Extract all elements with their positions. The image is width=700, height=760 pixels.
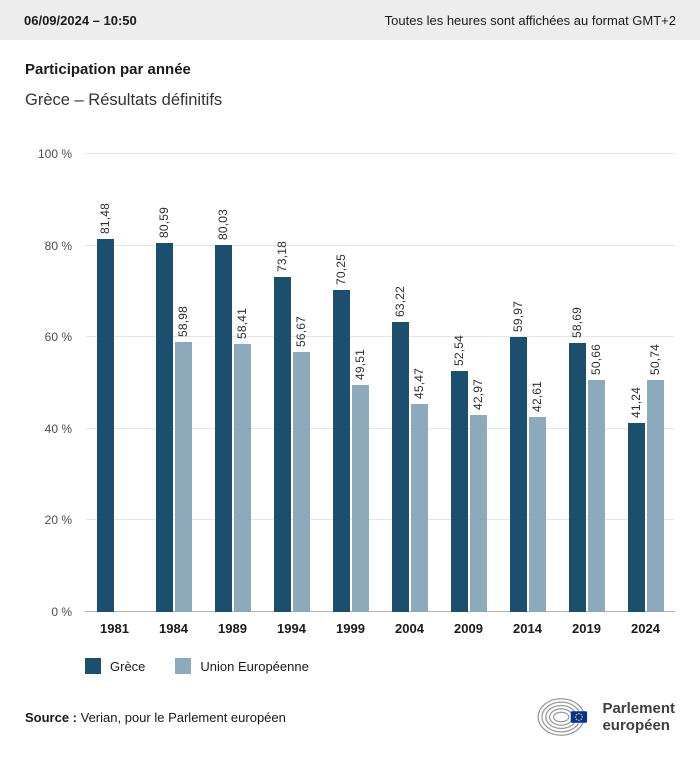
- legend-swatch: [85, 658, 101, 674]
- bar-value-label: 73,18: [275, 240, 289, 272]
- bar-union-européenne-2019: 50,66: [587, 344, 605, 612]
- gridline: [85, 244, 675, 246]
- bar-group-1994: 73,18 56,67 1994: [262, 154, 321, 636]
- bar-group-1999: 70,25 49,51 1999: [321, 154, 380, 636]
- legend-label: Union Européenne: [200, 658, 309, 674]
- bar-value-label: 56,67: [294, 316, 308, 348]
- ep-logo-line1: Parlement: [602, 699, 675, 717]
- bar-union-européenne-1984: 58,98: [174, 306, 192, 612]
- bar-grèce-1999: 70,25: [332, 254, 350, 612]
- bar-group-2019: 58,69 50,66 2019: [557, 154, 616, 636]
- bar-group-1984: 80,59 58,98 1984: [144, 154, 203, 636]
- x-axis-label-1994: 1994: [277, 621, 306, 636]
- ep-logo: Parlement européen: [536, 694, 675, 740]
- bar-grèce-2009: 52,54: [450, 335, 468, 612]
- ep-logo-line2: européen: [602, 717, 670, 734]
- bar-grèce-1984: 80,59: [155, 207, 173, 612]
- y-tick-label: 60 %: [44, 330, 72, 345]
- gridline: [85, 153, 675, 154]
- gridline: [85, 336, 675, 338]
- bar-value-label: 58,41: [235, 308, 249, 340]
- ep-logo-wordmark: Parlement européen: [602, 700, 675, 735]
- ep-logo-icon: [537, 698, 588, 736]
- bar-union-européenne-2014: 42,61: [528, 381, 546, 612]
- chart-legend: Grèce Union Européenne: [85, 658, 675, 674]
- bar-value-label: 81,48: [98, 202, 112, 234]
- bar-union-européenne-2004: 45,47: [410, 368, 428, 612]
- x-axis-label-2014: 2014: [513, 621, 542, 636]
- source-label: Source :: [25, 709, 78, 725]
- source-text: Verian, pour le Parlement européen: [77, 709, 286, 725]
- x-axis-label-1989: 1989: [218, 621, 247, 636]
- gridline: [85, 611, 675, 612]
- bar-group-2004: 63,22 45,47 2004: [380, 154, 439, 636]
- bar-value-label: 80,59: [157, 206, 171, 238]
- bar-value-label: 59,97: [511, 301, 525, 333]
- bar-grèce-1981: 81,48: [96, 203, 114, 612]
- bar-group-2009: 52,54 42,97 2009: [439, 154, 498, 636]
- header: 06/09/2024 – 10:50 Toutes les heures son…: [0, 0, 700, 40]
- bar-value-label: 49,51: [353, 349, 367, 381]
- x-axis-label-1981: 1981: [100, 621, 129, 636]
- bar-value-label: 50,74: [648, 343, 662, 375]
- y-axis-labels: 0 % 20 % 40 % 60 % 80 % 100 %: [25, 147, 85, 619]
- bar-value-label: 42,97: [471, 379, 485, 411]
- x-axis-label-2004: 2004: [395, 621, 424, 636]
- y-tick-label: 20 %: [44, 513, 72, 528]
- x-axis-label-2019: 2019: [572, 621, 601, 636]
- legend-label: Grèce: [110, 658, 146, 674]
- bar-value-label: 45,47: [412, 367, 426, 399]
- bar-group-1981: 81,48 1981: [85, 154, 144, 636]
- bar-union-européenne-2009: 42,97: [469, 379, 487, 612]
- plot-area: 81,48 1981 80,59 58,98 1984 80,03 58,41 1989 73,…: [85, 153, 675, 636]
- bar-union-européenne-1999: 49,51: [351, 349, 369, 612]
- header-datetime: 06/09/2024 – 10:50: [24, 12, 137, 28]
- participation-chart: 0 % 20 % 40 % 60 % 80 % 100 % 81,48 1981 80,59 5…: [25, 147, 675, 636]
- bar-grèce-2004: 63,22: [391, 286, 409, 612]
- page-title: Participation par année: [25, 61, 191, 78]
- bar-grèce-1989: 80,03: [214, 209, 232, 612]
- header-timezone-note: Toutes les heures sont affichées au form…: [384, 12, 676, 28]
- bar-value-label: 52,54: [452, 335, 466, 367]
- bar-value-label: 63,22: [393, 286, 407, 318]
- bar-value-label: 58,98: [176, 305, 190, 337]
- x-axis-label-1984: 1984: [159, 621, 188, 636]
- bar-grèce-2014: 59,97: [509, 301, 527, 612]
- footer: Source : Verian, pour le Parlement europ…: [25, 694, 675, 740]
- gridline: [85, 427, 675, 429]
- bar-group-1989: 80,03 58,41 1989: [203, 154, 262, 636]
- bar-union-européenne-1989: 58,41: [233, 308, 251, 612]
- bar-value-label: 41,24: [629, 387, 643, 419]
- chart-subtitle: Grèce – Résultats définitifs: [25, 91, 223, 109]
- bar-union-européenne-2024: 50,74: [646, 344, 664, 612]
- bar-grèce-2019: 58,69: [568, 307, 586, 612]
- legend-item-grèce: Grèce: [85, 658, 145, 674]
- x-axis-label-2009: 2009: [454, 621, 483, 636]
- bar-value-label: 58,69: [570, 307, 584, 339]
- bar-value-label: 50,66: [589, 343, 603, 375]
- bar-value-label: 80,03: [216, 209, 230, 241]
- source-line: Source : Verian, pour le Parlement europ…: [25, 710, 286, 725]
- gridline: [85, 519, 675, 521]
- y-tick-label: 80 %: [44, 238, 72, 253]
- legend-swatch: [175, 658, 192, 674]
- main-content: Participation par année Grèce – Résultat…: [0, 61, 700, 740]
- bar-grèce-2024: 41,24: [627, 387, 645, 612]
- x-axis-label-1999: 1999: [336, 621, 365, 636]
- bar-group-2024: 41,24 50,74 2024: [616, 154, 675, 636]
- bar-union-européenne-1994: 56,67: [292, 316, 310, 612]
- y-tick-label: 40 %: [44, 421, 72, 436]
- bar-value-label: 70,25: [334, 254, 348, 286]
- legend-item-union-européenne: Union Européenne: [175, 658, 309, 674]
- bar-value-label: 42,61: [530, 380, 544, 412]
- x-axis-label-2024: 2024: [631, 621, 660, 636]
- y-tick-label: 100 %: [37, 147, 72, 161]
- y-tick-label: 0 %: [51, 605, 72, 619]
- bar-grèce-1994: 73,18: [273, 241, 291, 612]
- bar-group-2014: 59,97 42,61 2014: [498, 154, 557, 636]
